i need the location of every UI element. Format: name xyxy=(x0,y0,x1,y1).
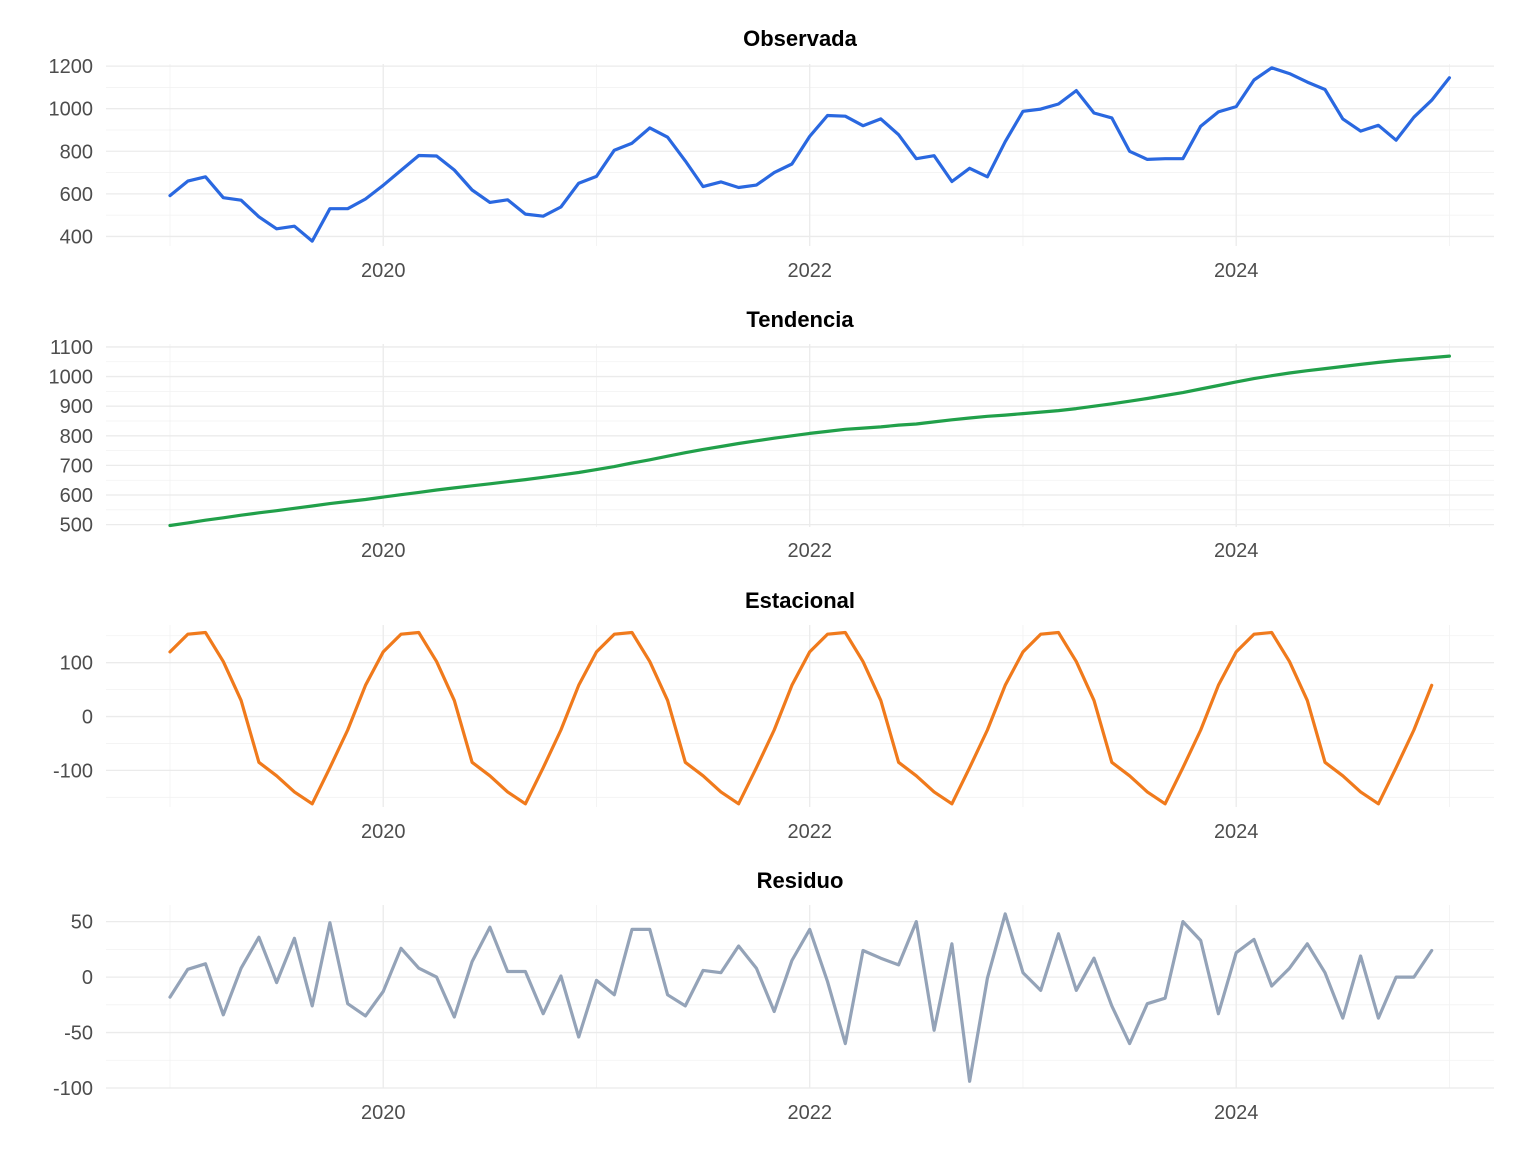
panel-tendencia: 500 600 700 800 900 1000 1100 2020 2022 2024 Tende… xyxy=(49,307,1494,562)
y-tick-label: 0 xyxy=(82,707,93,729)
x-tick-label: 2024 xyxy=(1214,540,1259,562)
y-tick-label: 50 xyxy=(71,912,93,934)
x-tick-label: 2022 xyxy=(787,540,832,562)
grid-estacional xyxy=(106,625,1494,807)
x-tick-label: 2024 xyxy=(1214,1102,1259,1124)
x-tick-label: 2020 xyxy=(361,1102,406,1124)
y-tick-label: 1000 xyxy=(49,367,94,389)
series-line-residuo xyxy=(168,912,1434,1083)
panel-residuo: -100 -50 0 50 2020 2022 2024 Residuo xyxy=(53,868,1494,1124)
y-tick-label: 800 xyxy=(60,426,93,448)
y-tick-label: 800 xyxy=(60,141,93,163)
panel-title: Tendencia xyxy=(746,307,854,332)
series-line-estacional xyxy=(168,630,1434,806)
y-tick-label: 700 xyxy=(60,455,93,477)
y-tick-label: 100 xyxy=(60,653,93,675)
y-tick-label: 600 xyxy=(60,184,93,206)
x-tick-label: 2022 xyxy=(787,260,832,282)
panel-title: Estacional xyxy=(745,588,855,613)
x-tick-label: 2020 xyxy=(361,821,406,843)
y-tick-label: 500 xyxy=(60,515,93,537)
grid-residuo xyxy=(106,905,1494,1089)
y-tick-label: 1100 xyxy=(50,337,93,359)
y-tick-label: -50 xyxy=(64,1023,93,1045)
y-tick-label: 1200 xyxy=(49,56,94,78)
x-tick-label: 2022 xyxy=(787,821,832,843)
grid-observada xyxy=(106,64,1494,246)
x-tick-label: 2024 xyxy=(1214,821,1259,843)
series-line-observada xyxy=(168,66,1452,243)
y-tick-label: 400 xyxy=(60,226,93,248)
x-tick-label: 2022 xyxy=(787,1102,832,1124)
y-tick-label: -100 xyxy=(53,760,93,782)
y-tick-label: 600 xyxy=(60,485,93,507)
panel-title: Residuo xyxy=(757,868,844,893)
x-tick-label: 2024 xyxy=(1214,260,1259,282)
y-tick-label: -100 xyxy=(53,1078,93,1100)
x-tick-label: 2020 xyxy=(361,260,406,282)
panel-observada: 400 600 800 1000 1200 2020 2022 2024 Observada xyxy=(49,26,1494,282)
series-line-tendencia xyxy=(168,354,1452,528)
panel-estacional: -100 0 100 2020 2022 2024 Estacional xyxy=(53,588,1494,843)
panel-title: Observada xyxy=(743,26,857,51)
x-tick-label: 2020 xyxy=(361,540,406,562)
y-tick-label: 0 xyxy=(82,967,93,989)
y-tick-label: 1000 xyxy=(49,99,94,121)
y-tick-label: 900 xyxy=(60,396,93,418)
